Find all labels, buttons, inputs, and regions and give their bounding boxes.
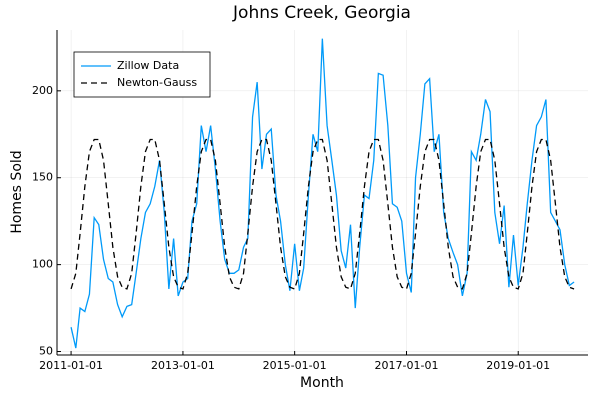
legend-label: Newton-Gauss bbox=[117, 76, 197, 89]
x-tick-label: 2019-01-01 bbox=[486, 359, 550, 372]
x-tick-label: 2013-01-01 bbox=[151, 359, 215, 372]
x-tick-label: 2011-01-01 bbox=[39, 359, 103, 372]
y-tick-label: 200 bbox=[32, 84, 53, 97]
x-tick-label: 2017-01-01 bbox=[375, 359, 439, 372]
legend-label: Zillow Data bbox=[117, 59, 179, 72]
y-axis-label: Homes Sold bbox=[9, 150, 25, 233]
y-tick-label: 150 bbox=[32, 171, 53, 184]
series-line bbox=[70, 138, 575, 290]
x-tick-label: 2015-01-01 bbox=[263, 359, 327, 372]
y-tick-label: 50 bbox=[39, 345, 53, 358]
series-line bbox=[70, 38, 575, 349]
chart-title: Johns Creek, Georgia bbox=[232, 3, 411, 23]
x-axis-label: Month bbox=[300, 375, 344, 391]
legend-box bbox=[73, 51, 211, 98]
y-tick-label: 100 bbox=[32, 258, 53, 271]
